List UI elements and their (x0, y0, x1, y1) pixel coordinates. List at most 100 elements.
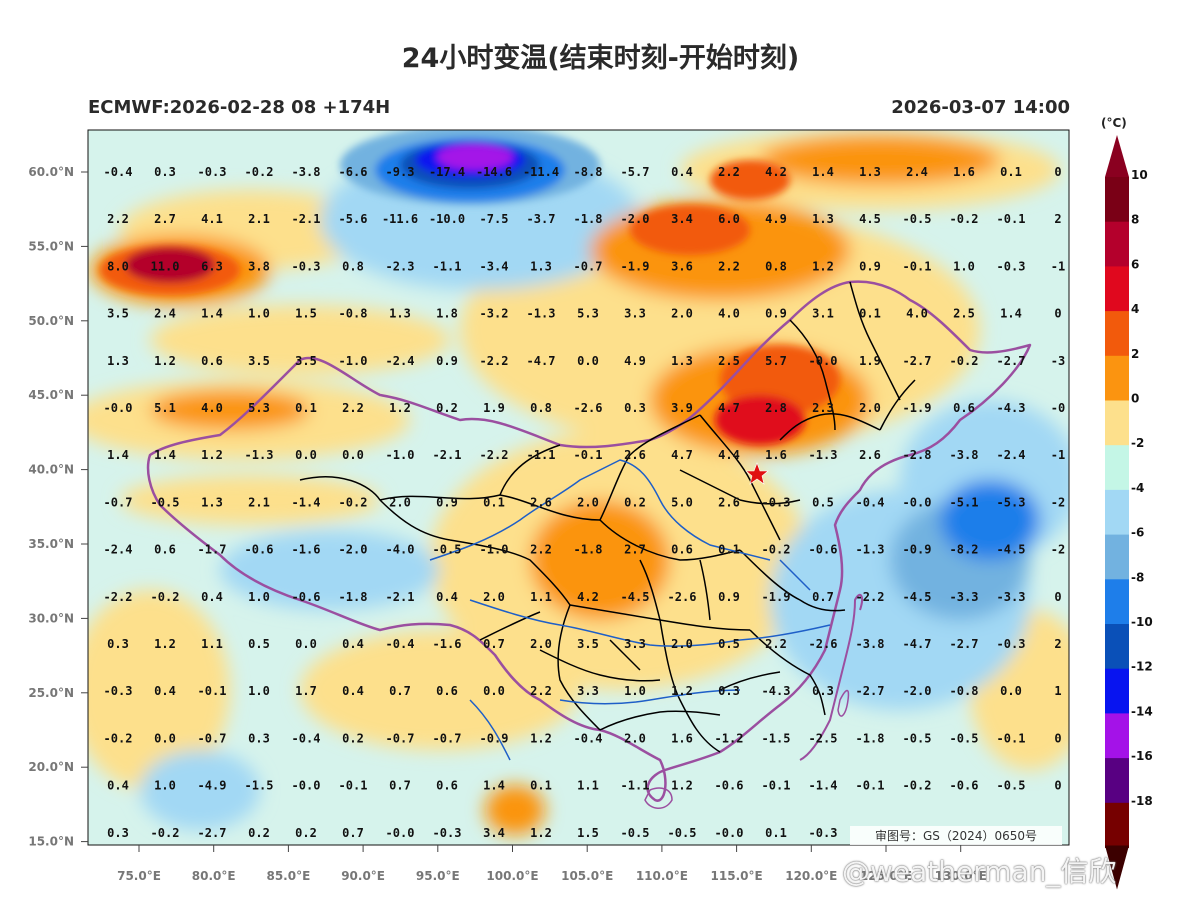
value-label: -0.4 (292, 731, 321, 745)
value-label: 0.2 (342, 731, 364, 745)
value-label: 0.5 (812, 495, 834, 509)
longitude-labels: 75.0°E 80.0°E 85.0°E 90.0°E 95.0°E 100.0°E 105… (117, 845, 987, 883)
value-label: -1.8 (574, 212, 603, 226)
value-label: -0.2 (245, 165, 274, 179)
latitude-tick-label: 60.0°N (28, 165, 74, 179)
value-label: -1.9 (762, 590, 791, 604)
value-label: 0.0 (295, 637, 317, 651)
colorbar-label: -8 (1131, 570, 1144, 584)
colorbar-segment (1105, 400, 1129, 446)
value-label: 2.0 (483, 590, 505, 604)
value-label: 0 (1054, 307, 1061, 321)
approval-number: 审图号：GS（2024）0650号 (875, 828, 1037, 843)
value-label: 0.0 (154, 731, 176, 745)
longitude-tick-label: 130.0°E (935, 869, 987, 883)
value-label: 2.2 (530, 684, 552, 698)
latitude-tick-label: 45.0°N (28, 388, 74, 402)
value-label: -0.6 (292, 590, 321, 604)
value-label: 0.0 (342, 448, 364, 462)
value-label: 2.4 (154, 307, 176, 321)
value-label: 1.3 (389, 307, 411, 321)
value-label: -11.4 (523, 165, 559, 179)
value-label: 0.3 (812, 684, 834, 698)
value-label: -3.3 (950, 590, 979, 604)
value-label: 1.1 (530, 590, 552, 604)
value-label: 1.1 (201, 637, 223, 651)
value-label: -1.3 (245, 448, 274, 462)
value-label: 0.1 (765, 826, 787, 840)
value-label: 3.4 (483, 826, 505, 840)
chart-title: 24小时变温(结束时刻-开始时刻) (401, 43, 800, 74)
value-label: 2.2 (718, 165, 740, 179)
value-label: 0.7 (389, 684, 411, 698)
value-label: -2 (1051, 543, 1065, 557)
value-label: 0.0 (577, 354, 599, 368)
value-label: 4.7 (718, 401, 740, 415)
value-label: 0.4 (201, 590, 223, 604)
value-label: 1.0 (248, 307, 270, 321)
value-label: 4.1 (201, 212, 223, 226)
temperature-change-field (88, 130, 1069, 845)
value-label: -3.8 (292, 165, 321, 179)
value-label: 1.7 (295, 684, 317, 698)
value-label: -2.6 (574, 401, 603, 415)
value-label: 0.9 (859, 259, 881, 273)
value-label: 2.2 (718, 259, 740, 273)
value-label: 1.6 (953, 165, 975, 179)
value-label: -0.3 (997, 637, 1026, 651)
value-label: -0.2 (339, 495, 368, 509)
value-label: 3.3 (624, 307, 646, 321)
longitude-tick-label: 125.0°E (860, 869, 912, 883)
value-label: -4.5 (903, 590, 932, 604)
value-label: 2.2 (765, 637, 787, 651)
value-label: -6.6 (339, 165, 368, 179)
value-label: -2 (1051, 495, 1065, 509)
value-label: 4.2 (765, 165, 787, 179)
value-label: -0.4 (856, 495, 885, 509)
value-label: -0.2 (903, 779, 932, 793)
value-label: 0.8 (530, 401, 552, 415)
value-label: 1.3 (671, 354, 693, 368)
colorbar-top-arrow (1105, 135, 1129, 177)
colorbar-segment (1105, 311, 1129, 357)
value-label: -0.6 (809, 543, 838, 557)
value-label: 4.4 (718, 448, 740, 462)
value-label: -3.7 (527, 212, 556, 226)
value-label: -0.7 (574, 259, 603, 273)
value-label: 1.0 (624, 684, 646, 698)
value-label: 2.4 (906, 165, 928, 179)
value-label: -5.6 (339, 212, 368, 226)
value-label: -1.4 (292, 495, 321, 509)
value-label: 0.6 (436, 684, 458, 698)
value-label: -1.2 (715, 731, 744, 745)
value-label: 5.1 (154, 401, 176, 415)
value-label: -0.6 (950, 779, 979, 793)
value-label: -2.4 (104, 543, 133, 557)
value-label: -0.1 (997, 212, 1026, 226)
longitude-tick-label: 100.0°E (486, 869, 538, 883)
value-label: -1.9 (903, 401, 932, 415)
value-label: -0.5 (151, 495, 180, 509)
value-label: 0.1 (295, 401, 317, 415)
value-label: 1.4 (812, 165, 834, 179)
value-label: 4.7 (671, 448, 693, 462)
value-label: 3.8 (248, 259, 270, 273)
value-label: 2.0 (671, 307, 693, 321)
value-label: -8.8 (574, 165, 603, 179)
plot-frame (87, 129, 1070, 846)
colorbar-bottom-arrow (1105, 845, 1129, 890)
value-label: 0.0 (1000, 684, 1022, 698)
value-label: 6.0 (718, 212, 740, 226)
value-label: 0.1 (718, 543, 740, 557)
value-label: -4.0 (386, 543, 415, 557)
value-label: -2.1 (386, 590, 415, 604)
value-label: -4.3 (997, 401, 1026, 415)
value-label: -1.3 (527, 307, 556, 321)
value-label: 2.7 (624, 543, 646, 557)
value-label: -0.0 (292, 779, 321, 793)
value-label: 2.1 (248, 495, 270, 509)
value-label: -4.9 (198, 779, 227, 793)
value-label: 1.2 (154, 637, 176, 651)
value-label: -0.1 (339, 779, 368, 793)
value-label: -1.6 (292, 543, 321, 557)
